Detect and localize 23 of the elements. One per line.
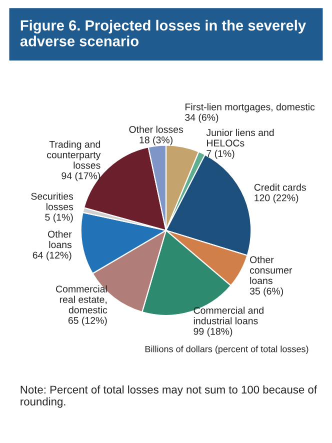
text: Billions of dollars (percent of total losses) (145, 346, 308, 354)
slice-label: Junior liens and HELOCs (206, 128, 274, 147)
data-label: 35 (6%) (250, 287, 284, 296)
data-label: 120 (22%) (254, 194, 298, 204)
slice-label: Commercial and industrial loans (194, 306, 264, 324)
text: Note: Percent of total losses may not sum to 100 because of rounding. (20, 385, 318, 408)
data-label: 7 (1%) (206, 150, 234, 159)
slice-label: Other loans (48, 230, 72, 248)
data-label: 94 (17%) (62, 172, 100, 182)
data-label: 99 (18%) (194, 328, 232, 337)
slice-label: Credit cards (254, 184, 306, 191)
data-label: 5 (1%) (45, 214, 73, 223)
slice-label: Trading and counterparty losses (47, 140, 101, 169)
data-label: 65 (12%) (68, 316, 107, 326)
data-label: 18 (3%) (140, 136, 172, 146)
slice-label: Other losses (129, 126, 183, 133)
slice-label: First-lien mortgages, domestic (186, 103, 315, 112)
chart-title: Figure 6. Projected losses in the severely adverse scenario (20, 20, 306, 46)
data-label: 64 (12%) (32, 251, 72, 261)
slice-label: Securities losses (31, 192, 74, 210)
slice-label: Commercial real estate, domestic (56, 285, 108, 314)
data-label: 34 (6%) (185, 114, 218, 123)
slice-label: Other consumer loans (250, 256, 292, 284)
